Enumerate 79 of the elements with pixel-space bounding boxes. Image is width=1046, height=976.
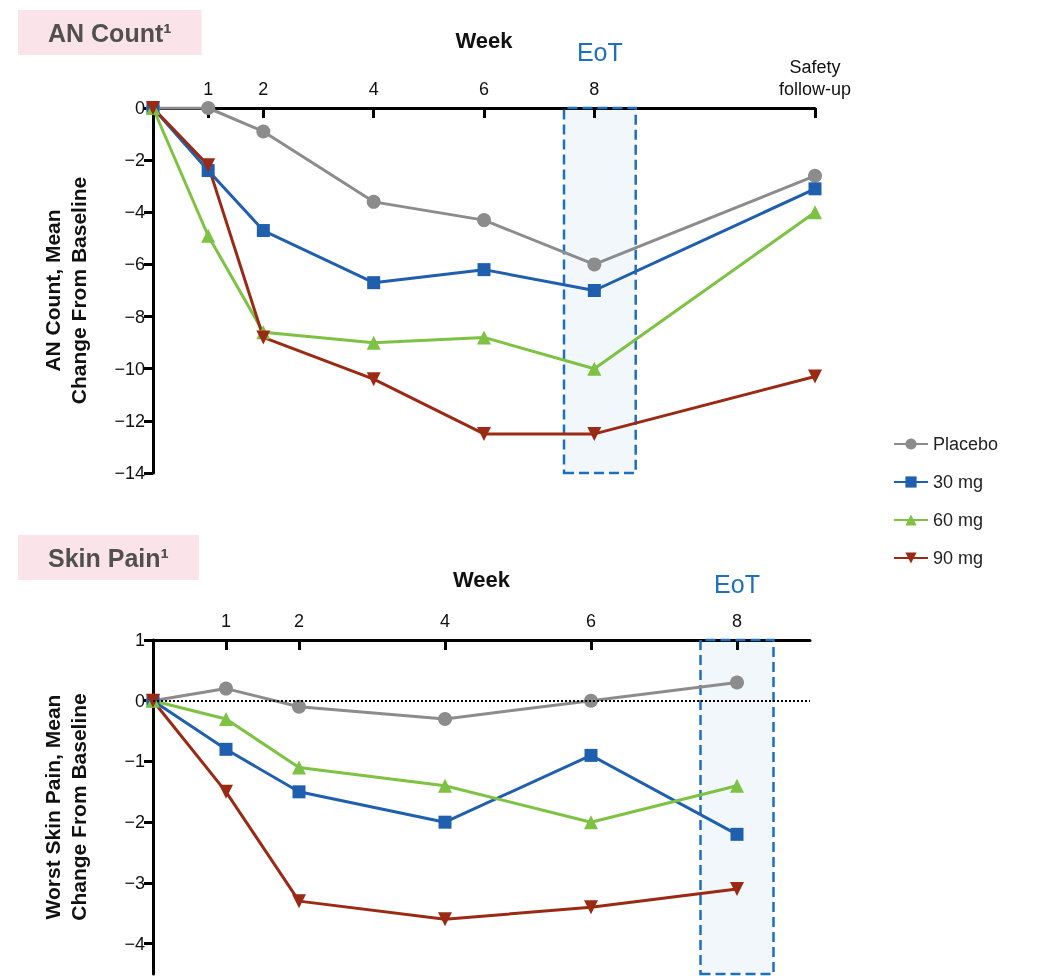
legend-label: 60 mg (933, 510, 984, 530)
y-tick-label: −4 (124, 202, 145, 223)
chart-title: Skin Pain¹ (48, 543, 169, 572)
point (292, 760, 306, 775)
point (587, 284, 601, 297)
y-tick-label: −4 (124, 933, 145, 954)
y-tick-label: −2 (124, 150, 145, 171)
chart-title: AN Count¹ (48, 18, 172, 47)
point (584, 815, 598, 830)
point (366, 372, 381, 387)
y-tick-label: −10 (114, 358, 145, 379)
y-tick-label: −2 (124, 812, 145, 833)
point (587, 361, 602, 376)
x-tick-label: 2 (258, 79, 269, 99)
x-tick-label: Safety follow-up (778, 57, 852, 99)
y-tick-label: 1 (134, 630, 145, 650)
point (366, 335, 381, 350)
y-tick-label: −1 (124, 751, 145, 772)
point (730, 881, 744, 896)
point (219, 784, 233, 799)
x-tick-label: 4 (368, 79, 379, 99)
point (808, 168, 822, 183)
x-tick-label: 4 (439, 611, 451, 631)
point (730, 675, 744, 690)
point (587, 257, 602, 272)
point (477, 263, 491, 277)
y-tick-label: −12 (114, 410, 145, 431)
point (808, 369, 822, 384)
x-tick-label: 8 (589, 79, 600, 99)
point (438, 778, 452, 793)
point (367, 276, 381, 290)
point (808, 205, 822, 220)
point (438, 711, 452, 726)
point (477, 426, 491, 441)
point (292, 894, 306, 909)
point (730, 778, 744, 793)
point (587, 426, 602, 441)
y-tick-label: −3 (124, 872, 145, 893)
point (256, 124, 271, 139)
x-axis-title: Week (452, 566, 511, 592)
point (808, 182, 822, 196)
point (219, 681, 233, 696)
legend-label: 90 mg (933, 548, 984, 568)
x-tick-label: 1 (203, 79, 214, 99)
point (292, 699, 306, 714)
point (438, 815, 452, 829)
y-axis-title: Worst Skin Pain, Mean Change From Baseline (40, 693, 90, 921)
y-tick-label: 0 (134, 690, 145, 711)
point (366, 194, 381, 209)
point (201, 228, 216, 243)
point (219, 711, 233, 726)
x-axis-title: Week (455, 27, 514, 53)
y-tick-label: 0 (134, 98, 145, 118)
x-tick-label: 2 (293, 611, 305, 631)
point (584, 748, 598, 762)
y-tick-label: −8 (124, 306, 145, 327)
band-label: EoT (714, 570, 760, 599)
legend-label: Placebo (933, 434, 999, 454)
y-tick-label: −6 (124, 254, 145, 275)
point (477, 330, 491, 345)
point (201, 158, 216, 173)
band-label: EoT (576, 38, 623, 67)
point (256, 224, 270, 238)
x-tick-label: 8 (731, 611, 743, 631)
point (201, 101, 216, 115)
x-tick-label: 6 (478, 79, 490, 99)
point (256, 330, 271, 345)
point (219, 742, 233, 756)
point (730, 827, 744, 841)
point (477, 213, 491, 228)
y-axis-title: AN Count, Mean Change From Baseline (40, 176, 90, 405)
x-tick-label: 1 (220, 611, 232, 631)
point (584, 900, 598, 915)
point (584, 693, 598, 708)
y-tick-label: −14 (114, 463, 145, 483)
point (292, 785, 306, 799)
x-tick-label: 6 (585, 611, 597, 631)
point (438, 912, 452, 927)
legend-label: 30 mg (933, 472, 984, 492)
